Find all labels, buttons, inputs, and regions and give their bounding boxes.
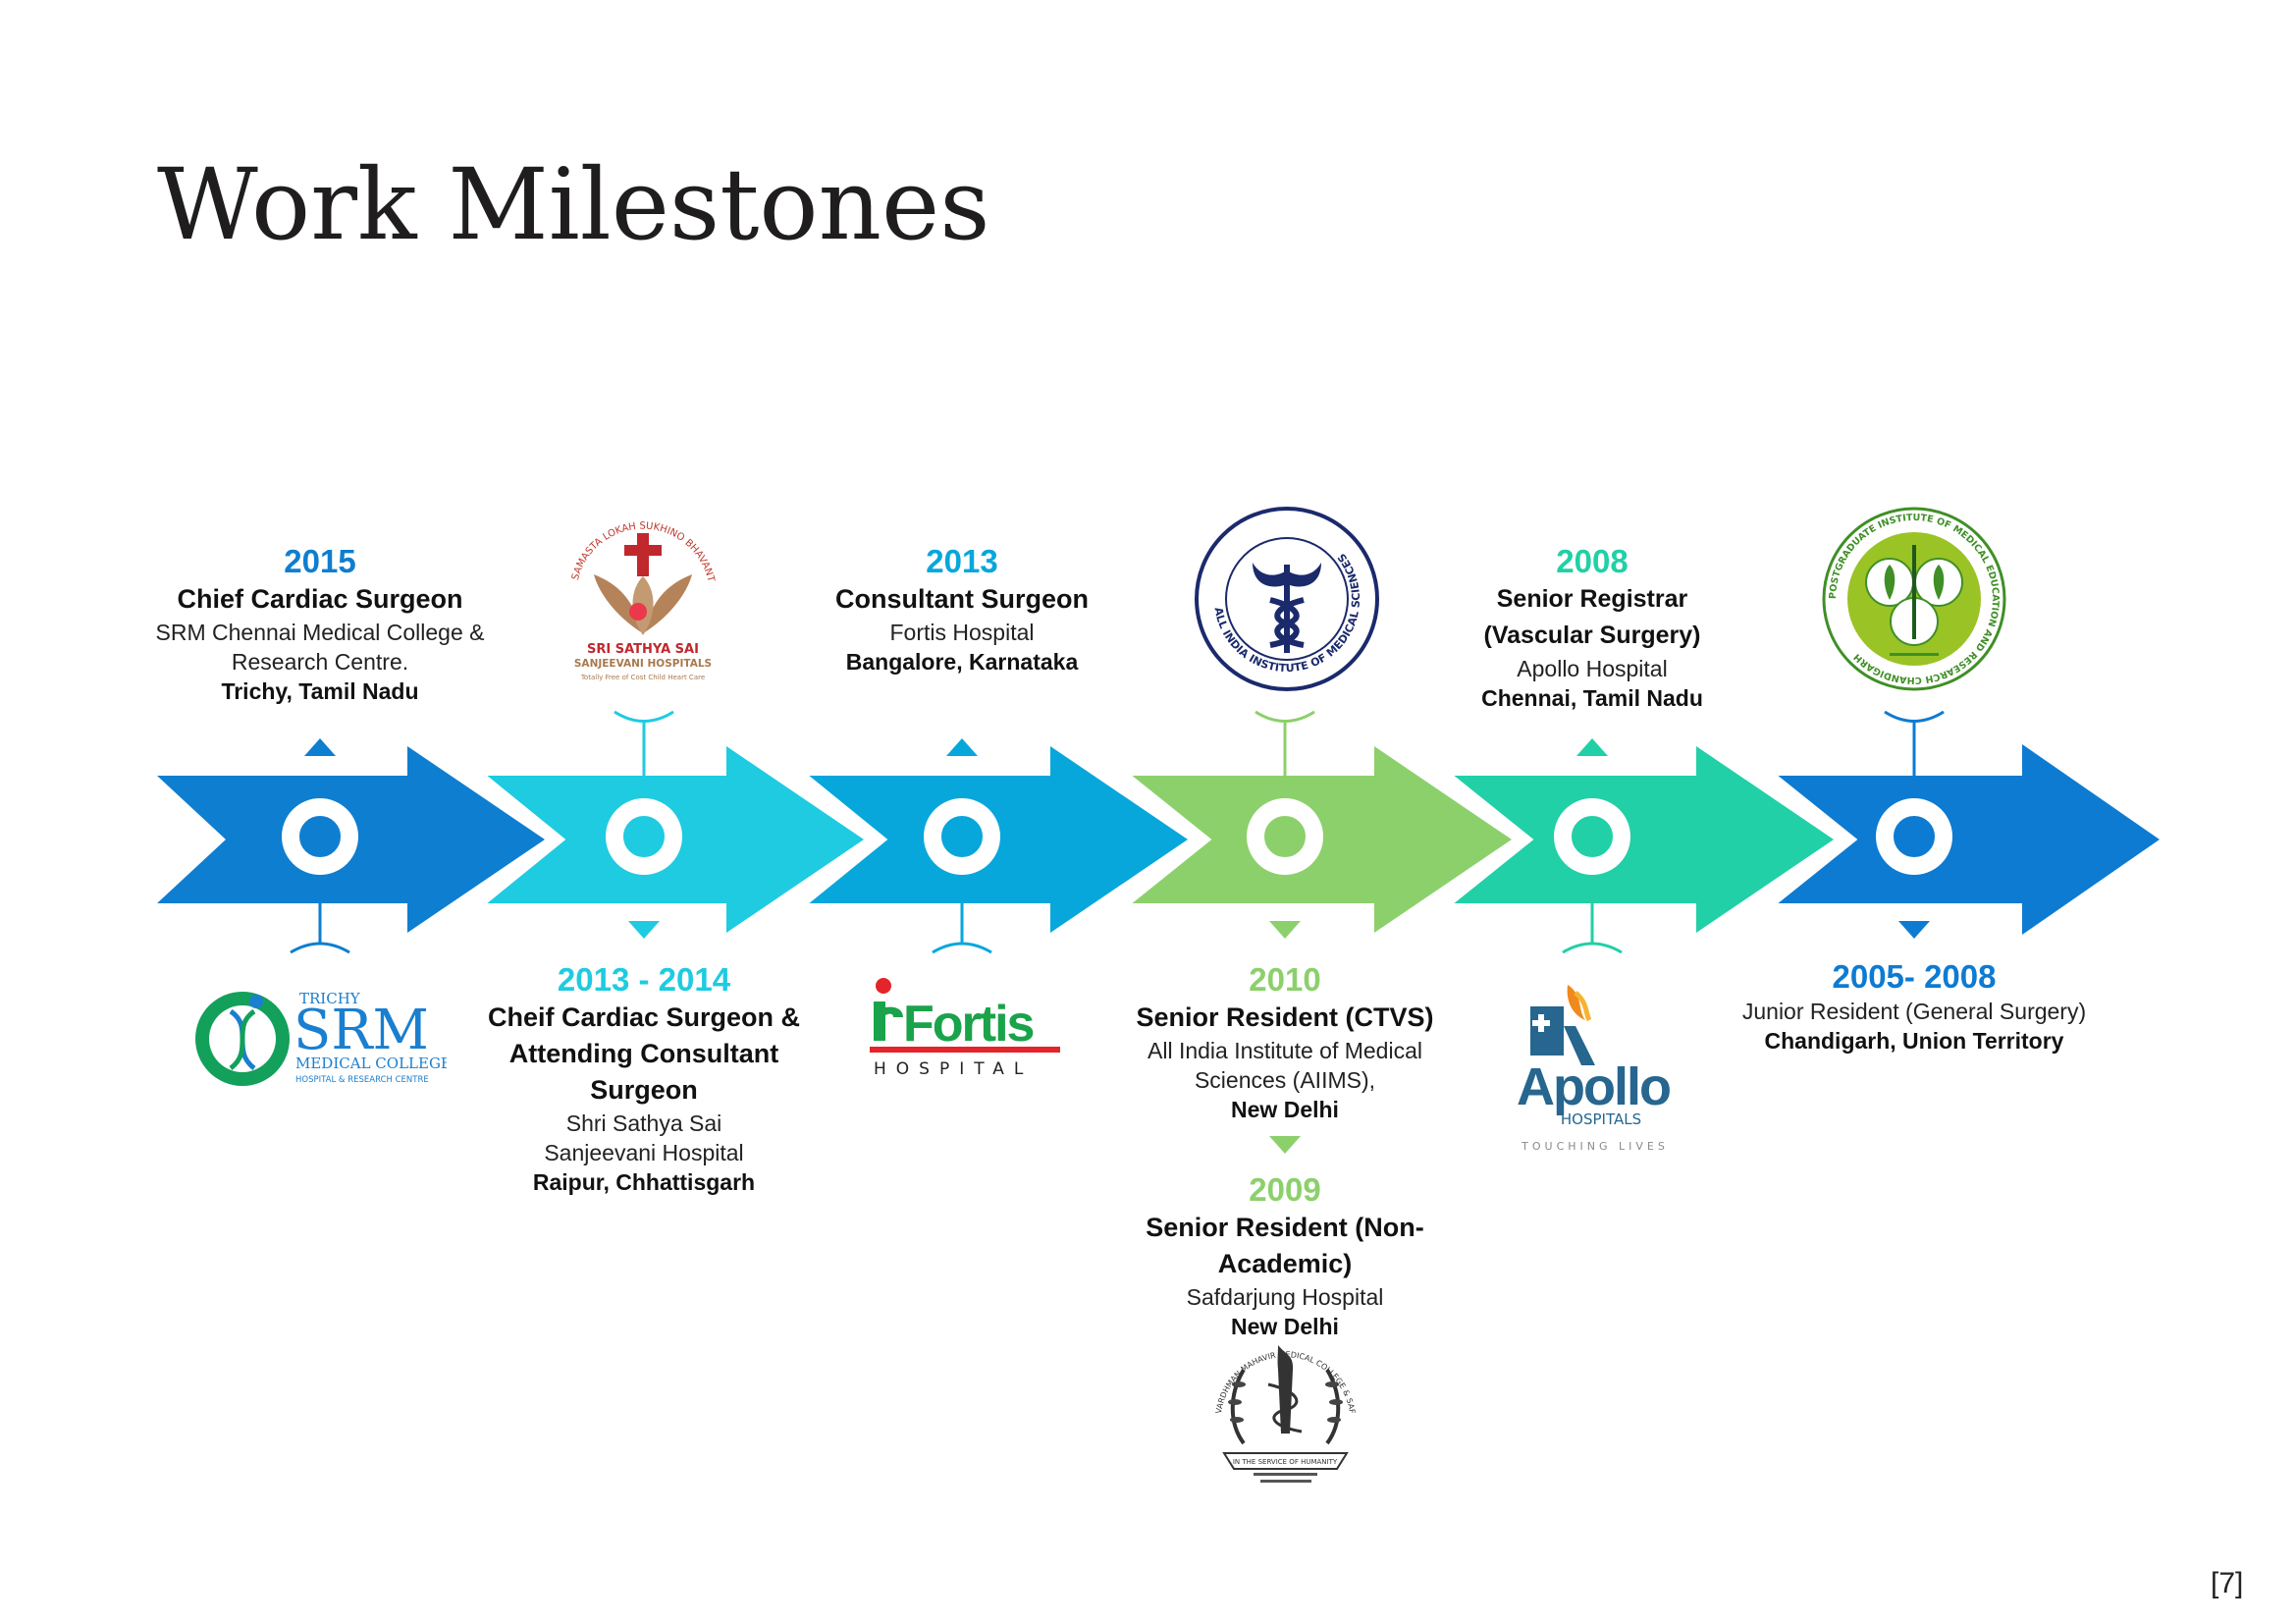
- sai-logo-sub: SANJEEVANI HOSPITALS: [574, 658, 712, 670]
- milestone-location: Bangalore, Karnataka: [845, 649, 1079, 675]
- fortis-logo-sub: HOSPITAL: [874, 1059, 1033, 1079]
- milestone-2005-2008: 2005- 2008 Junior Resident (General Surg…: [1718, 957, 2110, 1056]
- marker-1: [282, 798, 358, 875]
- connector-up-4: [1255, 710, 1315, 785]
- milestone-org: Apollo Hospital: [1517, 656, 1668, 681]
- srm-logo-line1: MEDICAL COLLEGE: [295, 1055, 447, 1072]
- pgimer-logo: POSTGRADUATE INSTITUTE OF MEDICAL EDUCAT…: [1821, 506, 2007, 692]
- apollo-logo-name: Apollo: [1517, 1057, 1670, 1116]
- milestone-role: Senior Resident (CTVS): [1136, 1002, 1434, 1032]
- arrow-segment-5: [1448, 746, 1834, 933]
- srm-logo-top: TRICHY: [299, 990, 361, 1007]
- milestone-role: Senior Registrar (Vascular Surgery): [1483, 585, 1701, 649]
- marker-2: [606, 798, 682, 875]
- connector-up-2: [614, 710, 674, 785]
- arrow-segment-6: [1772, 744, 2160, 935]
- safdarjung-logo: VARDHMAN MAHAVIR MEDICAL COLLEGE & SAFDA…: [1200, 1316, 1371, 1488]
- milestone-org: SRM Chennai Medical College & Research C…: [155, 620, 485, 675]
- milestone-year: 2009: [1249, 1171, 1321, 1208]
- milestone-year: 2015: [284, 543, 356, 579]
- milestone-2009: 2009 Senior Resident (Non-Academic) Safd…: [1079, 1170, 1491, 1341]
- srm-logo-name: SRM: [294, 999, 429, 1062]
- connector-down-5: [1562, 890, 1623, 954]
- milestone-location: New Delhi: [1231, 1097, 1339, 1122]
- apollo-logo-tag: TOUCHING LIVES: [1521, 1140, 1669, 1153]
- marker-4: [1247, 798, 1323, 875]
- milestone-role: Chief Cardiac Surgeon: [177, 584, 463, 614]
- milestone-year: 2013: [926, 543, 998, 579]
- milestone-year: 2008: [1556, 543, 1629, 579]
- milestone-org: Shri Sathya Sai Sanjeevani Hospital: [544, 1110, 744, 1165]
- milestone-location: New Delhi: [1231, 1314, 1339, 1339]
- pointer-down-2: [628, 921, 660, 939]
- page-number: [7]: [2211, 1567, 2244, 1599]
- sri-sathya-sai-logo: SAMASTA LOKAH SUKHINO BHAVANTU SRI SATHY…: [560, 506, 726, 692]
- marker-6: [1876, 798, 1952, 875]
- milestone-year: 2013 - 2014: [557, 961, 731, 998]
- milestone-year: 2005- 2008: [1832, 958, 1997, 995]
- apollo-hospitals-logo: Apollo HOSPITALS TOUCHING LIVES: [1507, 977, 1683, 1159]
- milestone-location: Chennai, Tamil Nadu: [1481, 685, 1703, 711]
- pointer-up-1: [304, 738, 336, 756]
- milestone-role: Consultant Surgeon: [835, 584, 1089, 614]
- fortis-hospital-logo: Fortis HOSPITAL: [864, 972, 1070, 1080]
- pointer-down-6: [1898, 921, 1930, 939]
- milestone-org: All India Institute of Medical Sciences …: [1148, 1038, 1422, 1093]
- marker-5: [1554, 798, 1630, 875]
- milestone-2013-2014: 2013 - 2014 Cheif Cardiac Surgeon & Atte…: [482, 960, 806, 1197]
- pointer-down-4: [1269, 921, 1301, 939]
- pointer-down-4b: [1269, 1136, 1301, 1154]
- aiims-logo: ALL INDIA INSTITUTE OF MEDICAL SCIENCES: [1194, 506, 1380, 692]
- pointer-up-5: [1576, 738, 1608, 756]
- connector-up-6: [1884, 710, 1945, 785]
- marker-3: [924, 798, 1000, 875]
- milestone-markers: [282, 798, 1952, 875]
- milestone-location: Raipur, Chhattisgarh: [532, 1169, 756, 1195]
- apollo-logo-sub: HOSPITALS: [1561, 1110, 1641, 1128]
- milestone-role: Senior Resident (Non-Academic): [1146, 1213, 1424, 1278]
- fortis-logo-name: Fortis: [903, 996, 1034, 1053]
- connector-down-3: [932, 890, 992, 954]
- milestone-location: Trichy, Tamil Nadu: [221, 678, 419, 704]
- srm-medical-college-logo: TRICHY SRM MEDICAL COLLEGE HOSPITAL & RE…: [191, 982, 447, 1090]
- milestone-2015: 2015 Chief Cardiac Surgeon SRM Chennai M…: [153, 542, 487, 706]
- connector-down-1: [290, 890, 350, 954]
- pointer-up-3: [946, 738, 978, 756]
- sai-logo-tag: Totally Free of Cost Child Heart Care: [580, 674, 705, 681]
- milestone-role: Cheif Cardiac Surgeon & Attending Consul…: [487, 1002, 801, 1105]
- milestone-year: 2010: [1249, 961, 1321, 998]
- milestone-org: Fortis Hospital: [889, 620, 1035, 645]
- milestone-location: Chandigarh, Union Territory: [1764, 1028, 2064, 1054]
- milestone-2013: 2013 Consultant Surgeon Fortis Hospital …: [805, 542, 1119, 677]
- sai-logo-name: SRI SATHYA SAI: [587, 642, 699, 657]
- safdarjung-logo-banner: IN THE SERVICE OF HUMANITY: [1233, 1458, 1338, 1466]
- milestone-2010: 2010 Senior Resident (CTVS) All India In…: [1128, 960, 1442, 1124]
- milestone-org: Junior Resident (General Surgery): [1741, 999, 2087, 1024]
- milestone-org: Safdarjung Hospital: [1186, 1284, 1384, 1310]
- milestone-2008: 2008 Senior Registrar (Vascular Surgery)…: [1445, 542, 1739, 713]
- page-title: Work Milestones: [157, 147, 990, 262]
- srm-logo-line2: HOSPITAL & RESEARCH CENTRE: [295, 1075, 429, 1085]
